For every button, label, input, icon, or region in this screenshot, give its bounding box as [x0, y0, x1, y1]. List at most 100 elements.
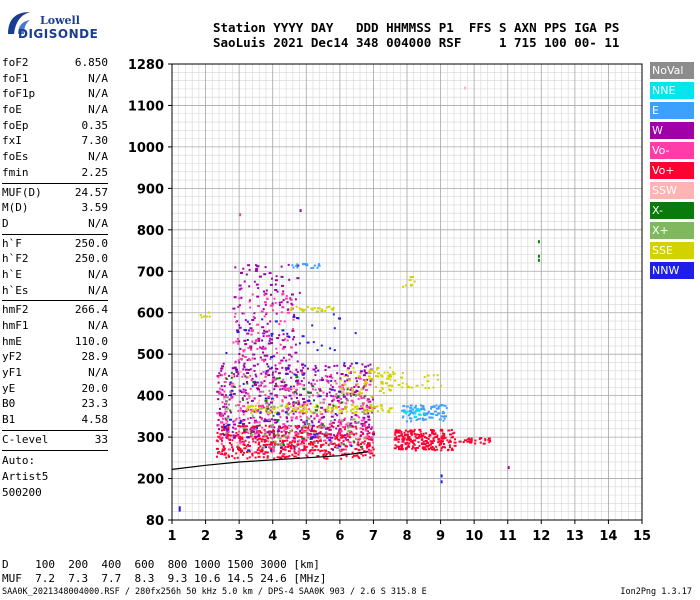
x-tick-label: 15: [633, 529, 651, 544]
echo-point: [298, 425, 301, 428]
echo-point: [267, 446, 271, 449]
echo-point: [278, 304, 281, 306]
echo-point: [412, 442, 415, 445]
echo-point: [386, 377, 389, 380]
echo-point: [216, 431, 219, 434]
echo-point: [232, 434, 235, 437]
echo-point: [303, 446, 306, 449]
echo-point: [372, 433, 375, 436]
echo-point: [225, 427, 227, 429]
x-tick-label: 5: [302, 529, 311, 544]
echo-point: [254, 456, 257, 459]
param-row: hmE 110.0: [2, 335, 108, 351]
echo-point: [281, 435, 284, 438]
echo-point: [274, 283, 277, 286]
echo-point: [261, 326, 265, 329]
echo-point: [312, 379, 315, 382]
echo-point: [221, 439, 223, 442]
echo-point: [361, 405, 364, 407]
echo-point: [426, 442, 430, 444]
echo-point: [367, 430, 370, 433]
echo-point: [266, 407, 270, 410]
x-tick-label: 13: [566, 529, 584, 544]
echo-point: [220, 412, 223, 415]
echo-point: [358, 391, 361, 394]
echo-point: [291, 329, 295, 332]
echo-point: [228, 398, 231, 401]
echo-point: [537, 258, 540, 262]
echo-point: [216, 455, 218, 458]
echo-point: [308, 396, 311, 398]
echo-point: [366, 398, 370, 401]
echo-point: [259, 449, 263, 452]
echo-point: [328, 443, 331, 445]
echo-point: [223, 390, 226, 393]
params-group-critical-frequencies: foF2 6.850 foF1 N/A foF1p N/A foE N/A foEp 0.35 fx…: [2, 56, 108, 182]
echo-point: [350, 425, 353, 428]
echo-point: [338, 385, 342, 388]
echo-point: [318, 439, 322, 442]
echo-point: [343, 418, 346, 421]
echo-point: [237, 409, 240, 412]
echo-point: [265, 402, 269, 405]
param-row: h`F2 250.0: [2, 252, 108, 268]
echo-point: [325, 442, 328, 444]
echo-point: [344, 365, 346, 368]
echo-point: [254, 269, 258, 272]
echo-point: [225, 424, 228, 427]
echo-point: [295, 368, 298, 371]
echo-point: [327, 366, 331, 369]
echo-point: [393, 372, 396, 375]
echo-point: [250, 448, 252, 451]
echo-point: [315, 310, 319, 313]
echo-point: [230, 382, 234, 385]
echo-point: [248, 300, 251, 303]
echo-point: [362, 416, 366, 419]
echo-point: [257, 384, 261, 387]
echo-point: [295, 317, 299, 319]
echo-point: [287, 407, 290, 410]
echo-point: [239, 425, 242, 428]
echo-point: [234, 312, 237, 315]
echo-point: [274, 385, 277, 388]
echo-point: [282, 423, 286, 426]
echo-point: [295, 426, 298, 429]
echo-point: [407, 410, 410, 413]
param-name: B1: [2, 413, 16, 427]
echo-point: [246, 392, 250, 395]
x-tick-label: 8: [402, 529, 411, 544]
echo-point: [272, 406, 275, 409]
echo-point: [276, 434, 279, 437]
echo-point: [274, 289, 278, 291]
echo-point: [330, 388, 334, 391]
echo-point: [351, 418, 355, 421]
echo-point: [281, 404, 284, 407]
echo-point: [423, 412, 426, 415]
echo-point: [264, 292, 268, 295]
echo-point: [342, 401, 345, 404]
echo-point: [249, 345, 253, 348]
echo-point: [414, 447, 417, 450]
echo-point: [370, 438, 374, 441]
echo-point: [287, 263, 290, 266]
echo-point: [354, 406, 357, 408]
echo-point: [235, 320, 238, 323]
echo-point: [273, 407, 276, 410]
echo-point: [232, 448, 234, 451]
echo-point: [316, 413, 318, 416]
echo-point: [229, 381, 232, 384]
echo-point: [359, 434, 362, 437]
echo-point: [253, 451, 256, 454]
echo-point: [284, 431, 288, 433]
echo-point: [272, 424, 275, 426]
echo-point: [444, 415, 447, 418]
echo-point: [247, 417, 249, 420]
echo-point: [369, 456, 372, 459]
echo-point: [261, 447, 264, 450]
echo-point: [262, 390, 265, 393]
echo-point: [241, 425, 244, 428]
echo-point: [333, 442, 336, 445]
echo-point: [280, 384, 284, 387]
echo-point: [325, 434, 328, 437]
separator: [2, 182, 108, 184]
